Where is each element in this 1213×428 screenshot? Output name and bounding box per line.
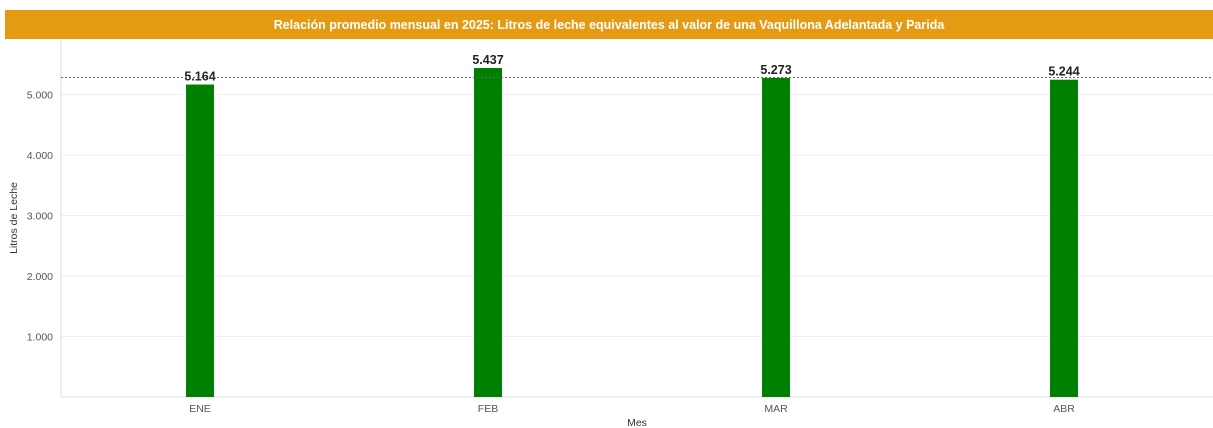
x-tick-label: ABR	[1053, 403, 1075, 415]
y-tick-label: 3.000	[27, 210, 53, 222]
y-tick-label: 4.000	[27, 150, 53, 162]
bars	[186, 68, 1078, 398]
x-axis-title: Mes	[627, 417, 647, 428]
bar	[474, 68, 502, 397]
y-tick-label: 1.000	[27, 331, 53, 343]
x-tick-label: ENE	[189, 403, 211, 415]
bar	[1050, 79, 1078, 398]
data-label: 5.273	[760, 63, 791, 77]
bar	[762, 77, 790, 397]
x-tick-label: MAR	[764, 403, 788, 415]
x-tick-label: FEB	[478, 403, 498, 415]
gridlines	[61, 93, 1213, 337]
chart-title: Relación promedio mensual en 2025: Litro…	[273, 17, 945, 32]
chart-title-bar: Relación promedio mensual en 2025: Litro…	[5, 10, 1213, 39]
data-label: 5.164	[184, 70, 215, 84]
y-tick-label: 2.000	[27, 271, 53, 283]
y-tick-label: 5.000	[27, 89, 53, 101]
axes: 1.000 2.000 3.000 4.000 5.000 ENE FEB MAR ABR	[27, 40, 1213, 415]
data-label: 5.437	[472, 53, 503, 67]
bar	[186, 84, 214, 397]
data-label: 5.244	[1048, 65, 1079, 79]
y-axis-title: Litros de Leche	[8, 182, 20, 254]
data-labels: 5.164 5.437 5.273 5.244	[61, 53, 1213, 84]
